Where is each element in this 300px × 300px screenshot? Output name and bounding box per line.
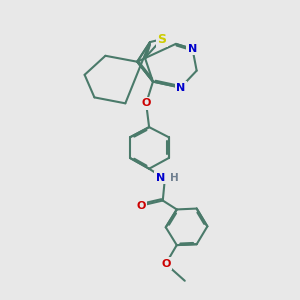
- Text: N: N: [188, 44, 197, 54]
- Text: N: N: [156, 172, 165, 183]
- Text: O: O: [161, 259, 170, 269]
- Text: S: S: [158, 33, 166, 46]
- Text: O: O: [136, 201, 146, 211]
- Text: N: N: [176, 82, 185, 93]
- Text: H: H: [170, 172, 179, 183]
- Text: O: O: [141, 98, 151, 108]
